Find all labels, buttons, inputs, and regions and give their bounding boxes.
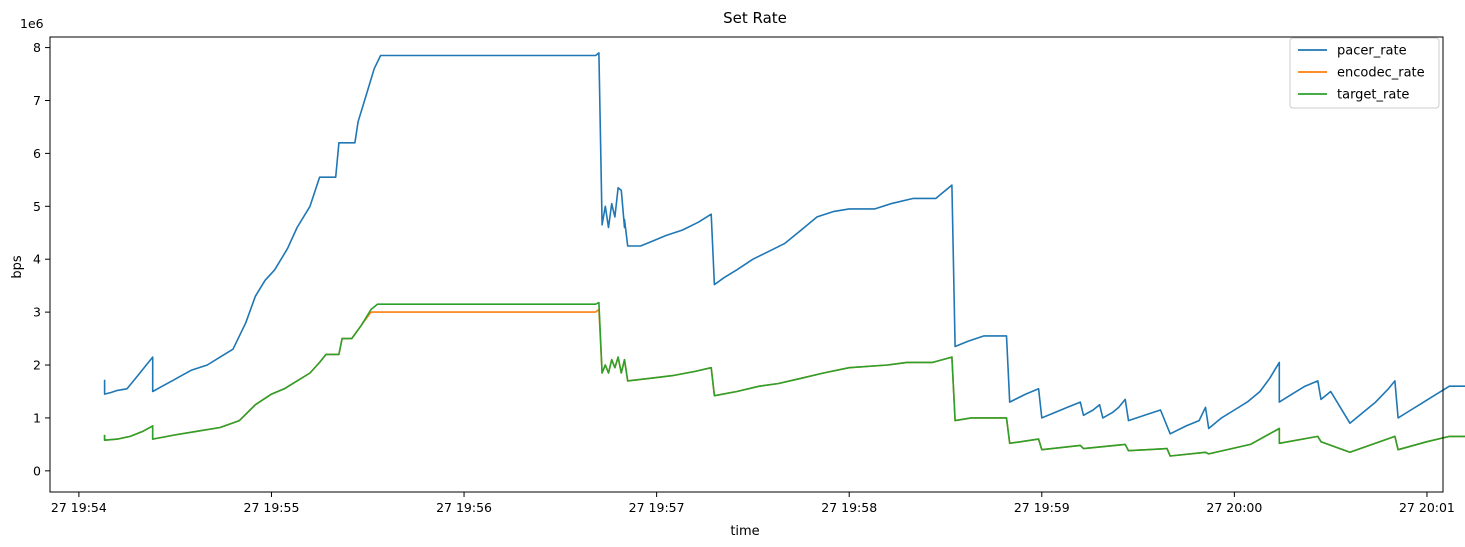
y-tick-label: 5 (33, 199, 41, 214)
x-tick-label: 27 19:55 (244, 500, 300, 515)
series-line-target-rate (103, 301, 1465, 457)
x-tick-label: 27 20:00 (1206, 500, 1262, 515)
plot-frame (49, 36, 1444, 493)
y-tick-label: 7 (33, 93, 41, 108)
legend: pacer_rate encodec_rate target_rate (1289, 37, 1440, 109)
series-line-pacer-rate (103, 52, 1465, 435)
y-tick-label: 1 (33, 410, 41, 425)
legend-box (1289, 37, 1440, 109)
x-tick-label: 27 20:01 (1399, 500, 1455, 515)
y-tick-label: 2 (33, 358, 41, 373)
y-tick-label: 3 (33, 305, 41, 320)
x-tick-label: 27 19:59 (1014, 500, 1070, 515)
series-layer (103, 52, 1465, 457)
y-axis-label: bps (10, 255, 25, 279)
y-tick-label: 0 (33, 463, 41, 478)
legend-label-target-rate: target_rate (1337, 88, 1409, 103)
x-tick-label: 27 19:57 (629, 500, 685, 515)
x-tick-label: 27 19:58 (821, 500, 877, 515)
x-axis-label: time (730, 524, 759, 539)
x-tick-label: 27 19:54 (51, 500, 107, 515)
y-tick-label: 6 (33, 146, 41, 161)
y-tick-label: 8 (33, 40, 41, 55)
chart-title: Set Rate (723, 9, 787, 27)
y-multiplier-label: 1e6 (20, 16, 44, 31)
y-tick-label: 4 (33, 252, 41, 267)
x-tick-label: 27 19:56 (436, 500, 492, 515)
legend-label-pacer-rate: pacer_rate (1337, 44, 1407, 59)
ticks-layer: 27 19:54 27 19:55 27 19:56 27 19:57 27 19:58… (33, 40, 1455, 515)
legend-label-encodec-rate: encodec_rate (1337, 66, 1425, 81)
